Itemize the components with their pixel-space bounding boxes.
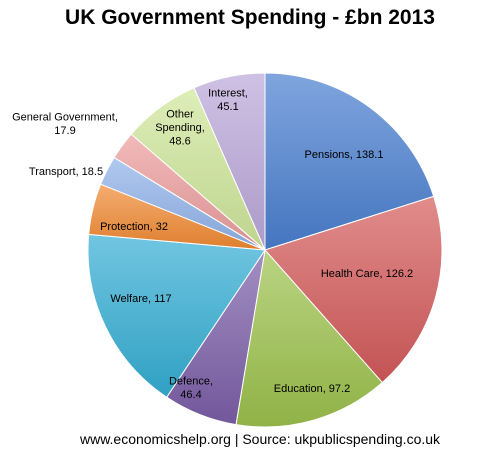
slice-label-pensions: Pensions, 138.1: [305, 149, 384, 161]
slice-label-interest: Interest, 45.1: [208, 87, 248, 113]
slice-label-defence: Defence, 46.4: [169, 375, 213, 401]
pie-slice-health-care: [264, 195, 443, 384]
pie-slice-education: [235, 248, 383, 428]
slice-label-other-spending: Other Spending, 48.6: [155, 109, 205, 148]
slice-labels: Pensions, 138.1 Health Care, 126.2 Educati…: [12, 87, 413, 401]
slice-label-transport: Transport, 18.5: [29, 166, 103, 178]
pie-slice-pensions: [264, 72, 435, 251]
chart-title: UK Government Spending - £bn 2013: [65, 6, 435, 29]
pie-slices: [87, 72, 443, 428]
slice-label-protection: Protection, 32: [100, 221, 168, 233]
pie-slice-welfare: [87, 233, 266, 398]
source-footer: www.economicshelp.org | Source: ukpublic…: [79, 431, 441, 447]
slice-label-health-care: Health Care, 126.2: [321, 268, 413, 280]
slice-label-general-government: General Government, 17.9: [12, 111, 118, 137]
slice-label-education: Education, 97.2: [274, 383, 350, 395]
slice-label-welfare: Welfare, 117: [110, 293, 171, 305]
pie-slice-interest: [193, 72, 266, 251]
